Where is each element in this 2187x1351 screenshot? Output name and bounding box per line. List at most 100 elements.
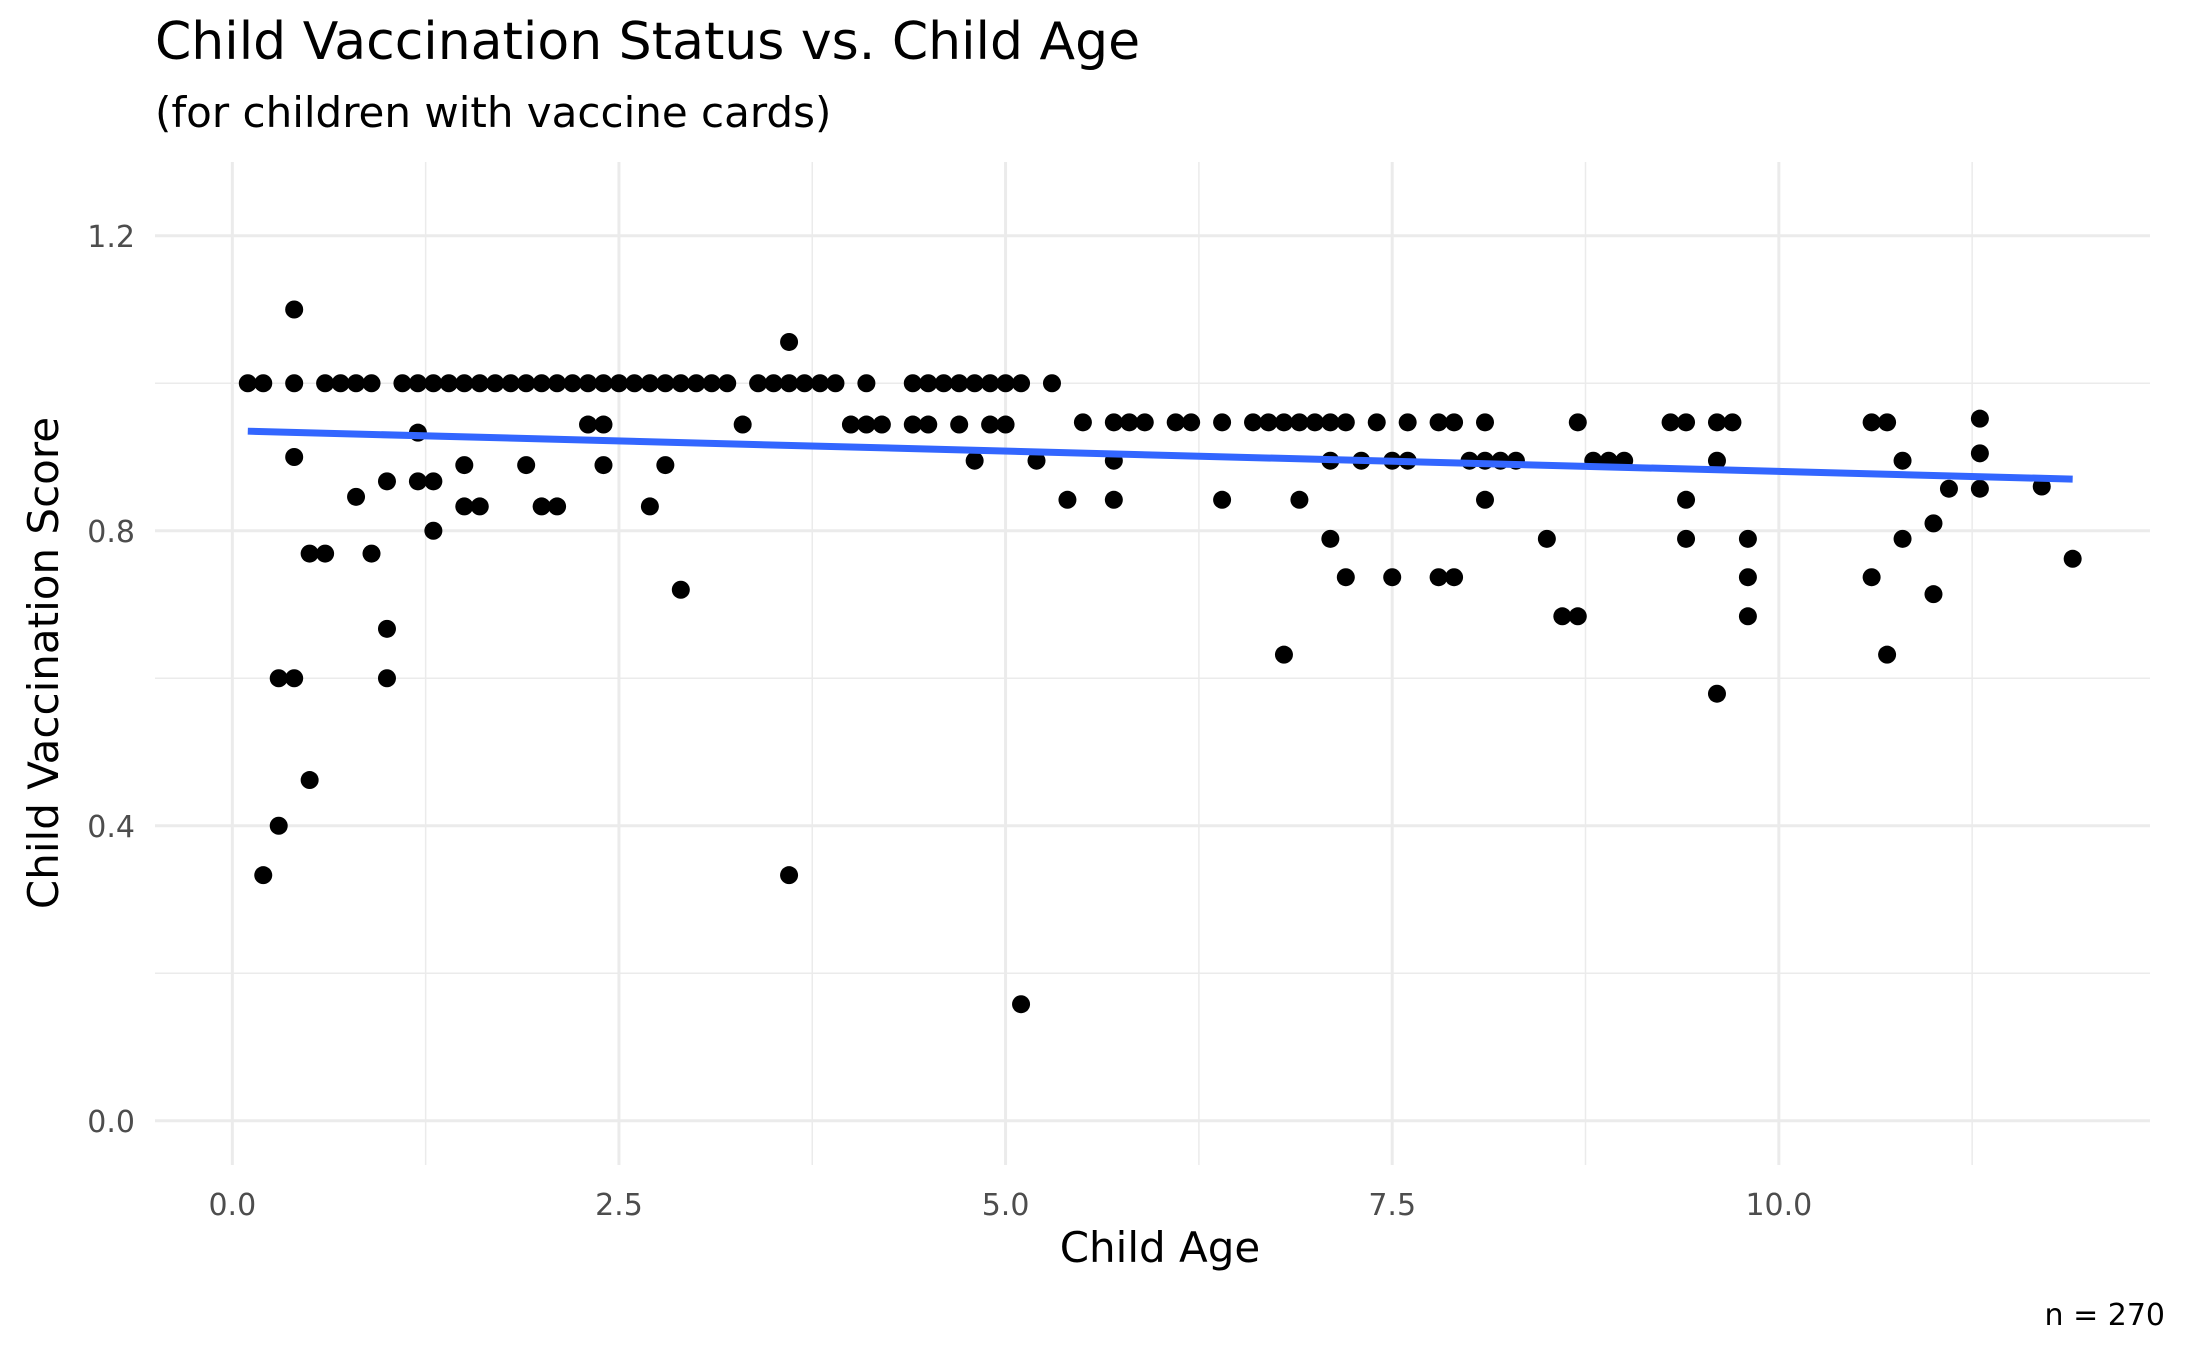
data-point <box>1244 413 1263 432</box>
x-axis-title: Child Age <box>1060 1223 1261 1272</box>
data-point <box>1924 514 1943 533</box>
data-point <box>795 374 814 393</box>
data-point <box>393 374 412 393</box>
data-point <box>254 866 273 885</box>
data-point <box>1445 568 1464 587</box>
data-point <box>563 374 582 393</box>
data-point <box>656 456 675 475</box>
data-point <box>934 374 953 393</box>
data-point <box>408 374 427 393</box>
data-point <box>285 448 304 466</box>
data-point <box>1893 529 1912 548</box>
data-point <box>1445 413 1464 432</box>
y-axis-tick-labels: 0.0 0.4 0.8 1.2 <box>87 220 135 1140</box>
data-point <box>1707 451 1726 470</box>
data-point <box>424 374 443 393</box>
data-point <box>1707 684 1726 703</box>
data-point <box>1893 451 1912 470</box>
data-point <box>625 374 644 393</box>
data-point <box>424 472 443 491</box>
data-point <box>347 374 366 393</box>
data-point <box>1058 490 1077 509</box>
data-point <box>872 415 891 434</box>
trend-line <box>247 427 2073 483</box>
data-point <box>1924 585 1943 604</box>
data-point <box>1321 413 1340 432</box>
data-point <box>671 580 690 599</box>
data-point <box>1182 413 1201 432</box>
data-point <box>377 472 396 491</box>
data-point <box>1553 607 1572 626</box>
chart-title: Child Vaccination Status vs. Child Age <box>155 12 1141 72</box>
data-point <box>919 415 938 434</box>
y-tick-label: 0.8 <box>87 515 135 550</box>
data-point <box>269 816 288 835</box>
y-tick-label: 0.0 <box>87 1105 135 1140</box>
data-point <box>950 415 969 434</box>
data-point <box>238 374 257 393</box>
data-points <box>238 300 2082 1014</box>
data-point <box>362 374 381 393</box>
data-point <box>455 497 474 516</box>
data-point <box>1568 607 1587 626</box>
data-point <box>1862 568 1881 587</box>
x-tick-label: 10.0 <box>1745 1188 1812 1223</box>
data-point <box>1012 995 1031 1014</box>
data-point <box>1274 645 1293 664</box>
data-point <box>1738 607 1757 626</box>
data-point <box>1336 413 1355 432</box>
data-point <box>1213 490 1232 509</box>
data-point <box>1259 413 1278 432</box>
data-point <box>424 521 443 540</box>
y-tick-label: 0.4 <box>87 810 135 845</box>
data-point <box>347 487 366 506</box>
x-tick-label: 0.0 <box>208 1188 256 1223</box>
data-point <box>300 771 319 790</box>
data-point <box>285 300 304 319</box>
data-point <box>1878 413 1897 432</box>
data-point <box>501 374 520 393</box>
data-point <box>1290 413 1309 432</box>
data-point <box>285 669 304 688</box>
chart-subtitle: (for children with vaccine cards) <box>155 88 832 137</box>
data-point <box>718 374 737 393</box>
data-point <box>1104 413 1123 432</box>
data-point <box>331 374 350 393</box>
data-point <box>1120 413 1139 432</box>
data-point <box>733 415 752 434</box>
data-point <box>548 374 567 393</box>
data-point <box>1738 529 1757 548</box>
data-point <box>1707 413 1726 432</box>
data-point <box>1290 490 1309 509</box>
data-point <box>1336 568 1355 587</box>
x-axis-tick-labels: 0.0 2.5 5.0 7.5 10.0 <box>208 1188 1812 1223</box>
data-point <box>780 332 799 351</box>
data-point <box>1878 645 1897 664</box>
data-point <box>362 544 381 563</box>
data-point <box>470 374 489 393</box>
data-point <box>254 374 273 393</box>
data-point <box>532 374 551 393</box>
data-point <box>1135 413 1154 432</box>
data-point <box>702 374 721 393</box>
data-point <box>981 415 1000 434</box>
data-point <box>1862 413 1881 432</box>
data-point <box>594 415 613 434</box>
data-point <box>1429 413 1448 432</box>
data-point <box>996 415 1015 434</box>
x-tick-label: 2.5 <box>595 1188 643 1223</box>
data-point <box>377 669 396 688</box>
data-point <box>517 374 536 393</box>
minor-gridlines <box>155 162 2150 1165</box>
data-point <box>1970 479 1989 498</box>
data-point <box>1073 413 1092 432</box>
data-point <box>687 374 706 393</box>
data-point <box>285 374 304 393</box>
data-point <box>486 374 505 393</box>
data-point <box>1383 568 1402 587</box>
data-point <box>594 374 613 393</box>
data-point <box>1970 444 1989 463</box>
data-point <box>269 669 288 688</box>
data-point <box>2063 549 2082 568</box>
